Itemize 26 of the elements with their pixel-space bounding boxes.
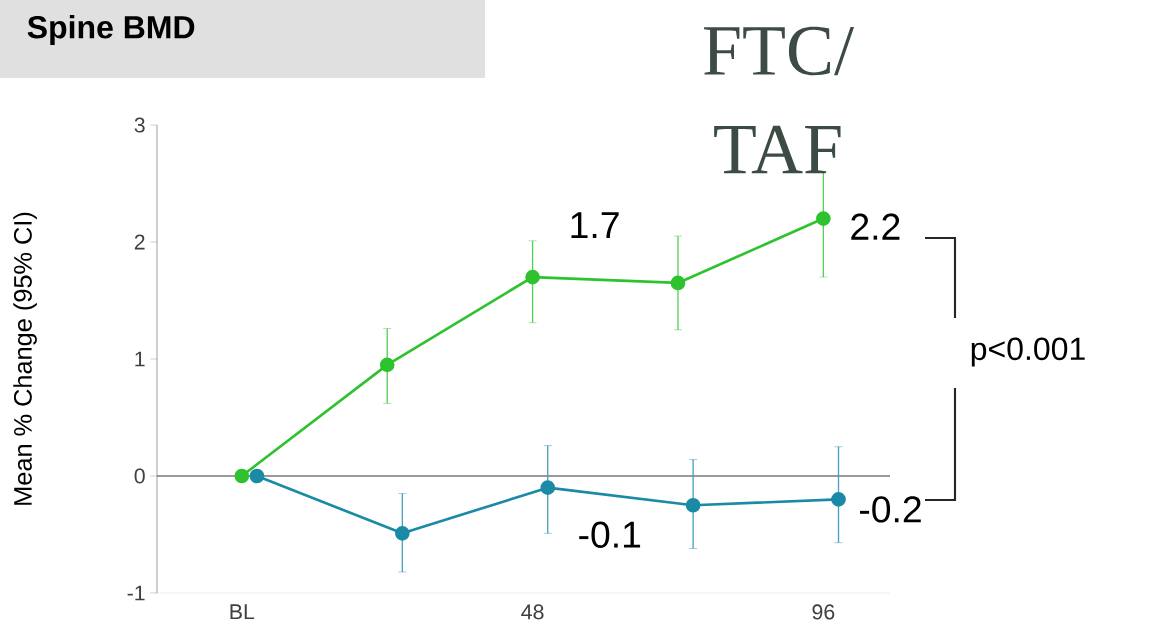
point — [525, 269, 540, 285]
y-axis-title: Mean % Change (95% CI) — [13, 212, 37, 505]
y-tick-label: 0 — [134, 468, 145, 484]
text: p<0.001 — [971, 337, 1085, 367]
point — [816, 211, 831, 226]
data-label: 1.7 — [571, 212, 619, 238]
point — [540, 480, 556, 496]
annotation: FTC/ TAF — [704, 26, 855, 174]
x-tick-label: BL — [230, 604, 255, 620]
data-label: -0.2 — [859, 496, 921, 523]
y-tick-label: 1 — [135, 351, 145, 367]
data-label: -0.1 — [579, 521, 641, 548]
x-tick-label: 96 — [812, 604, 835, 620]
point — [379, 357, 395, 373]
data-label: 2.2 — [851, 213, 900, 240]
chart-title: Spine BMD — [27, 15, 195, 45]
point — [395, 525, 410, 541]
x-tick-label: 48 — [521, 604, 544, 620]
point — [249, 468, 265, 484]
point — [670, 275, 686, 291]
point — [685, 497, 701, 513]
y-tick-label: -1 — [127, 585, 145, 601]
y-tick-label: 2 — [134, 234, 145, 250]
point — [831, 492, 846, 507]
y-tick-label: 3 — [134, 117, 145, 133]
point — [234, 468, 250, 484]
